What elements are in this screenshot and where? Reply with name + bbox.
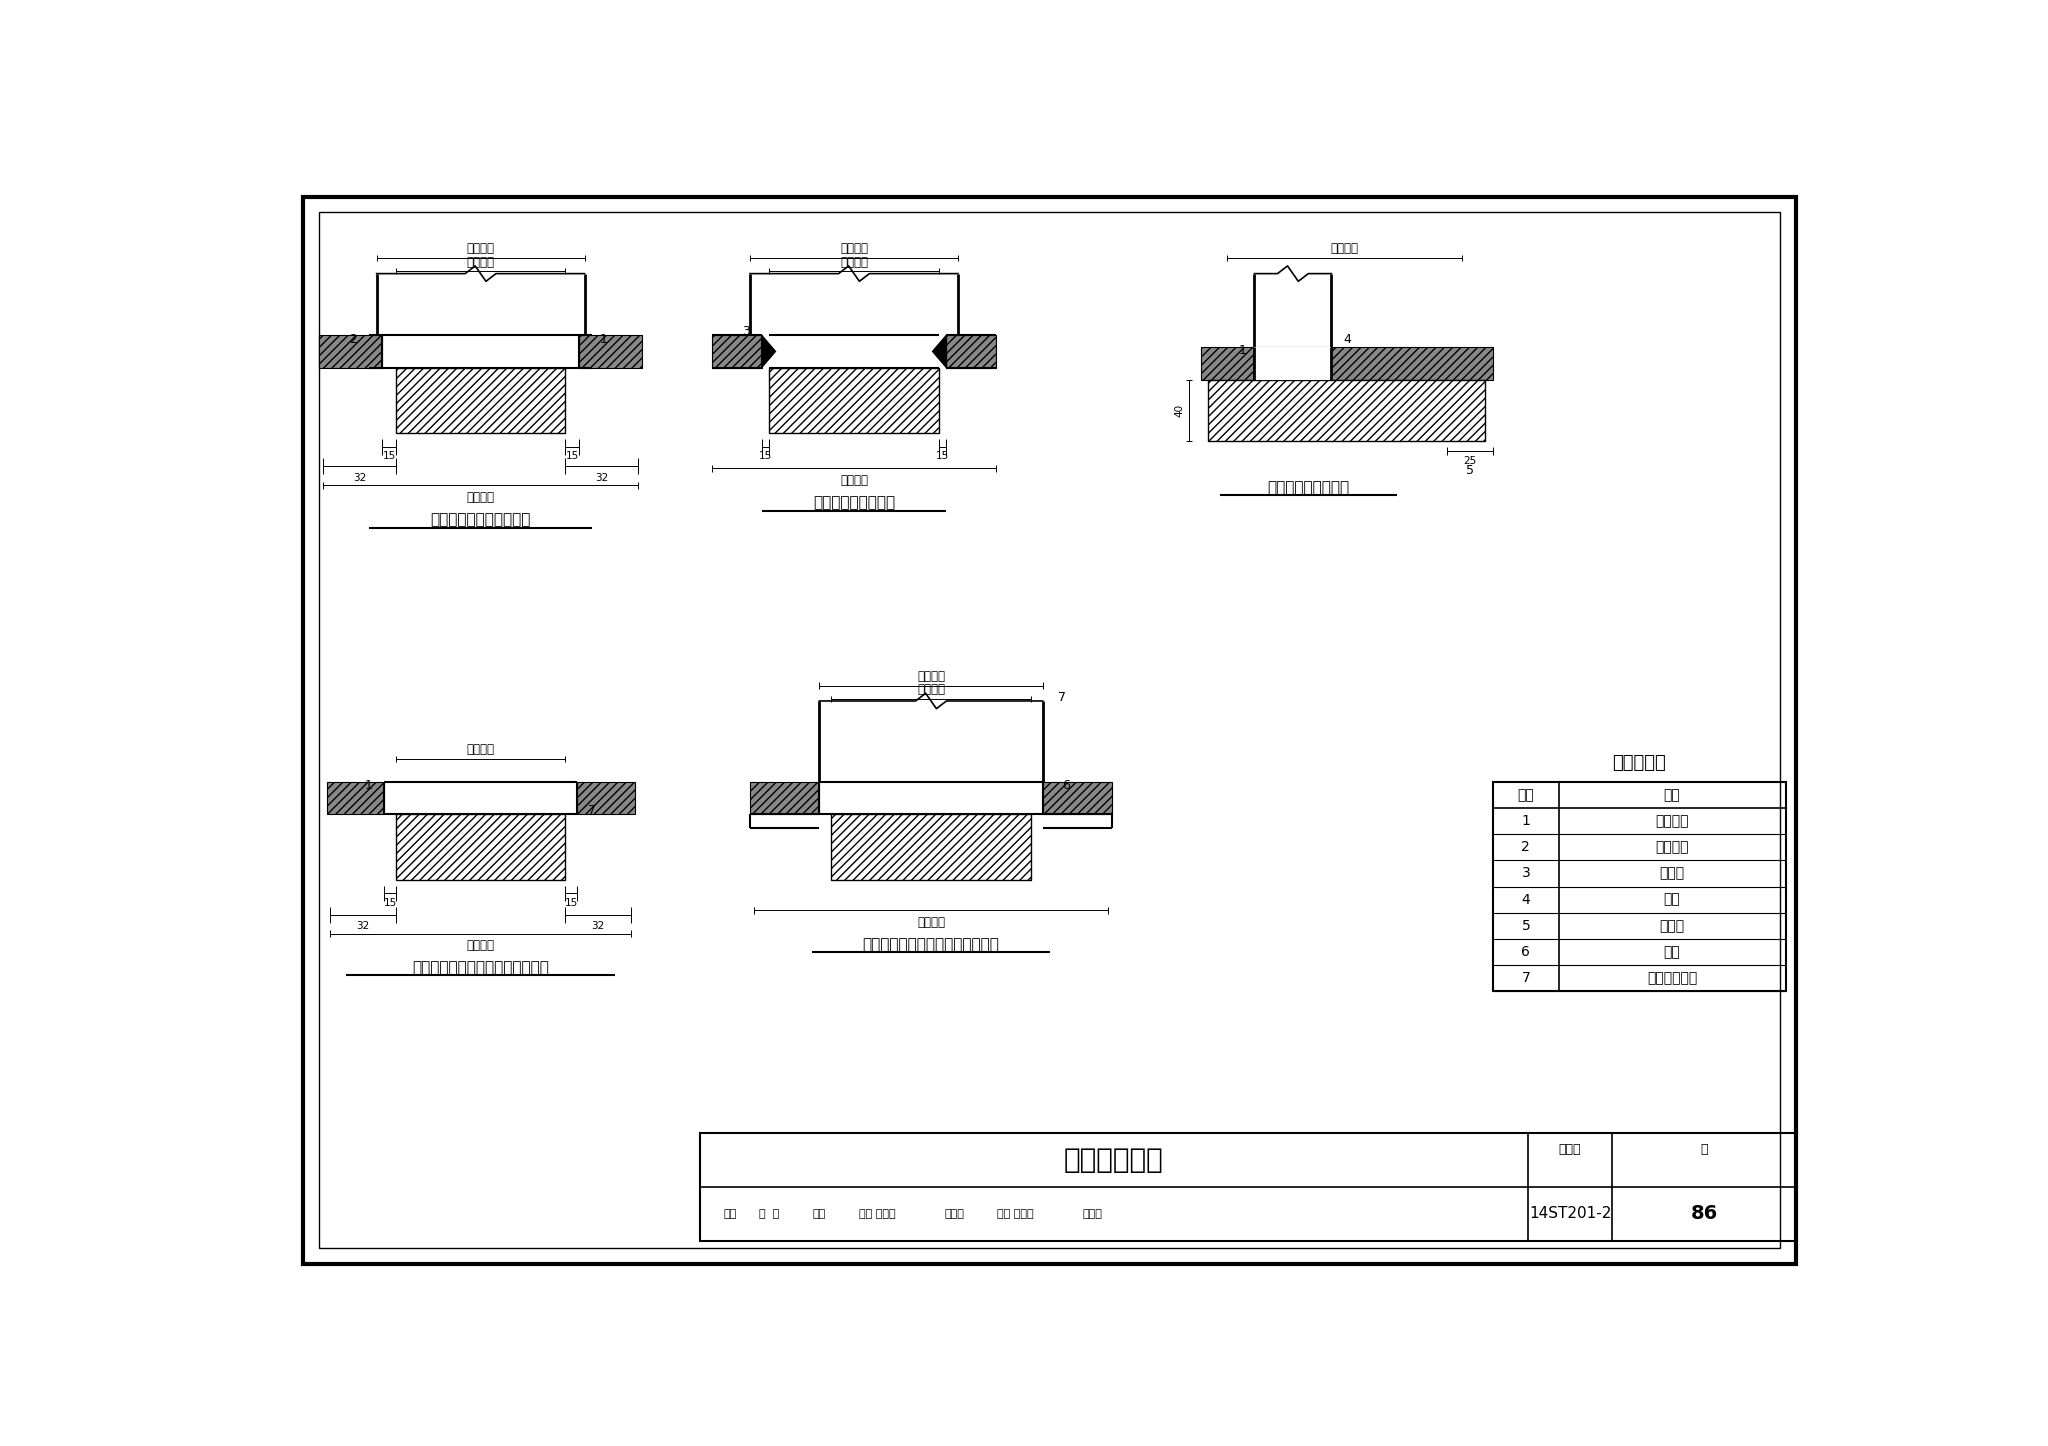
Polygon shape	[762, 335, 776, 367]
Text: 4: 4	[1343, 333, 1352, 346]
Text: 页: 页	[1700, 1144, 1708, 1157]
Bar	[770, 367, 938, 432]
Bar	[831, 814, 1030, 879]
Text: 风管: 风管	[1663, 892, 1681, 907]
Bar	[700, 1132, 1796, 1241]
Text: 名称对照表: 名称对照表	[1612, 753, 1667, 772]
Text: 6: 6	[1522, 946, 1530, 959]
Bar	[580, 335, 643, 367]
Bar	[319, 335, 383, 367]
Polygon shape	[932, 335, 946, 367]
Text: 1: 1	[1239, 344, 1247, 357]
Text: 百叶风口弹簧片安装: 百叶风口弹簧片安装	[813, 496, 895, 510]
Text: 7: 7	[1059, 691, 1065, 704]
Text: 3: 3	[1522, 866, 1530, 881]
Text: 15: 15	[383, 451, 395, 461]
Text: 15: 15	[565, 898, 578, 908]
Text: 风口尺寸: 风口尺寸	[918, 683, 944, 696]
Text: 洞口尺寸: 洞口尺寸	[467, 492, 494, 505]
Text: 名称: 名称	[1663, 788, 1681, 803]
Text: 吊顶板: 吊顶板	[1659, 918, 1686, 933]
Text: 5: 5	[1466, 464, 1475, 477]
Bar	[1493, 782, 1786, 992]
Text: 32: 32	[356, 921, 371, 931]
Text: 固定角钢: 固定角钢	[1655, 840, 1690, 855]
Text: 2: 2	[350, 333, 358, 346]
Text: 86: 86	[1690, 1205, 1718, 1223]
Text: 15: 15	[565, 451, 580, 461]
Text: 32: 32	[596, 473, 608, 483]
Text: 40: 40	[1176, 403, 1184, 418]
Text: 15: 15	[760, 451, 772, 461]
Text: 红北明: 红北明	[944, 1209, 965, 1219]
Text: 风口尺寸: 风口尺寸	[467, 256, 494, 269]
Text: 百叶风口硅酸盐板内框安装（一）: 百叶风口硅酸盐板内框安装（一）	[412, 960, 549, 975]
Bar	[395, 814, 565, 879]
Text: 龙骨: 龙骨	[1663, 946, 1681, 959]
Text: 编号: 编号	[1518, 788, 1534, 803]
Text: 洞口尺寸: 洞口尺寸	[467, 940, 494, 953]
Bar	[1200, 347, 1493, 380]
Text: 弹簧片: 弹簧片	[1659, 866, 1686, 881]
Text: 7: 7	[588, 804, 596, 817]
Text: 设计 刘建魁: 设计 刘建魁	[997, 1209, 1034, 1219]
Text: 硅酸盐板内框: 硅酸盐板内框	[1647, 972, 1698, 985]
Text: 风口尺寸: 风口尺寸	[1331, 243, 1360, 256]
Text: 百叶风口与风管插入安装: 百叶风口与风管插入安装	[430, 512, 530, 528]
Bar	[578, 782, 635, 814]
Text: 百叶风口安装: 百叶风口安装	[1065, 1145, 1163, 1174]
Bar	[395, 367, 565, 432]
Text: 32: 32	[592, 921, 604, 931]
Text: 风口尺寸: 风口尺寸	[840, 256, 868, 269]
Text: 刘建魁: 刘建魁	[1083, 1209, 1102, 1219]
Text: 1: 1	[365, 779, 373, 792]
Text: 6: 6	[1061, 779, 1069, 792]
Text: 25: 25	[1464, 455, 1477, 466]
Bar	[946, 335, 997, 367]
Text: 自攻螺丝: 自攻螺丝	[1655, 814, 1690, 829]
Text: 15: 15	[383, 898, 397, 908]
Text: 14ST201-2: 14ST201-2	[1530, 1206, 1612, 1222]
Text: 3: 3	[741, 325, 750, 338]
Text: 洞口尺寸: 洞口尺寸	[918, 917, 944, 930]
Text: 固定斜百叶风口安装: 固定斜百叶风口安装	[1268, 480, 1350, 495]
Bar	[1042, 782, 1112, 814]
Text: 图集号: 图集号	[1559, 1144, 1581, 1157]
Bar	[1208, 380, 1485, 441]
Text: 2: 2	[1522, 840, 1530, 855]
Text: 32: 32	[352, 473, 367, 483]
Text: 1: 1	[600, 333, 608, 346]
Text: 审核: 审核	[723, 1209, 737, 1219]
Text: 风口尺寸: 风口尺寸	[467, 743, 494, 756]
Text: 5: 5	[1522, 918, 1530, 933]
Bar	[711, 335, 762, 367]
Text: 百叶风口硅酸盐板内框安装（二）: 百叶风口硅酸盐板内框安装（二）	[862, 937, 999, 951]
Bar	[1255, 347, 1331, 380]
Text: 洞口尺寸: 洞口尺寸	[840, 474, 868, 487]
Text: 7: 7	[1522, 972, 1530, 985]
Bar	[750, 782, 819, 814]
Bar	[326, 782, 385, 814]
Text: 风管尺寸: 风管尺寸	[918, 669, 944, 683]
Text: 4: 4	[1522, 892, 1530, 907]
Text: 15: 15	[936, 451, 948, 461]
Text: 风管尺寸: 风管尺寸	[467, 243, 494, 256]
Text: 校对 赵东明: 校对 赵东明	[858, 1209, 895, 1219]
Text: 风管尺寸: 风管尺寸	[840, 243, 868, 256]
Text: 花浚: 花浚	[813, 1209, 825, 1219]
Text: 崔  嵩: 崔 嵩	[760, 1209, 780, 1219]
Text: 1: 1	[1522, 814, 1530, 829]
